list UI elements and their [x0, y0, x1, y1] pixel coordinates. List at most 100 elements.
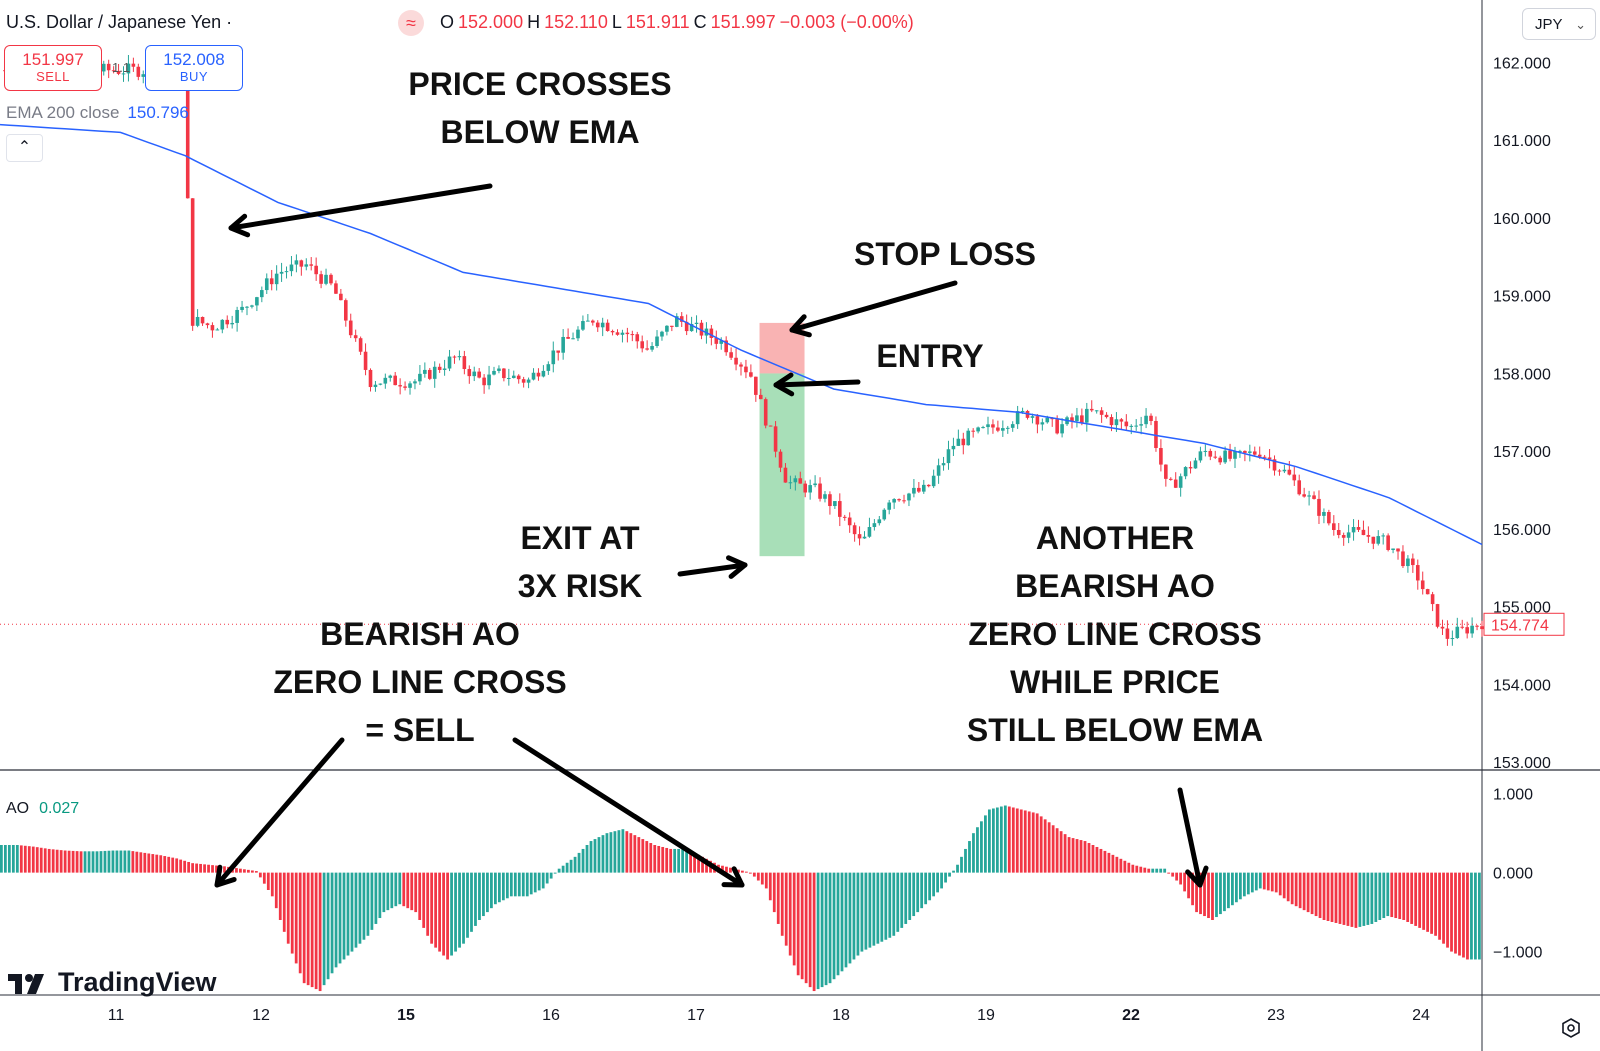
candle-body: [1075, 415, 1079, 422]
ao-bar: [609, 832, 613, 873]
candle-body: [912, 487, 916, 494]
ao-bar: [442, 872, 445, 956]
currency-selector[interactable]: JPY ⌄: [1522, 8, 1596, 40]
candle-body: [546, 364, 551, 371]
time-tick-label: 17: [687, 1007, 705, 1024]
candle-body: [329, 274, 333, 284]
tradingview-logo[interactable]: TradingView: [8, 967, 217, 998]
candle-body: [1080, 415, 1084, 423]
ao-bar: [107, 850, 111, 873]
settings-icon[interactable]: [1560, 1017, 1582, 1039]
ao-bar: [1099, 848, 1103, 873]
ao-bar: [1318, 872, 1322, 919]
ao-bar: [123, 850, 127, 873]
ao-bar: [669, 848, 673, 873]
spread-value: 1.1: [112, 60, 131, 75]
ao-bar: [454, 872, 457, 952]
ao-bar: [282, 872, 286, 932]
ao-bar: [274, 872, 278, 909]
candle-body: [966, 430, 971, 446]
ao-bar: [143, 852, 147, 873]
candle-body: [808, 485, 812, 493]
candle-body: [1312, 495, 1316, 499]
ao-bar: [613, 831, 617, 873]
ao-bar: [1119, 858, 1123, 873]
ao-bar: [167, 856, 171, 873]
ao-bar: [39, 847, 43, 873]
candle-body: [882, 509, 887, 520]
candle-body: [768, 425, 773, 427]
ao-bar: [677, 848, 681, 873]
candle-body: [1332, 523, 1336, 531]
candle-body: [309, 264, 314, 266]
ao-bar: [820, 872, 824, 988]
candle-body: [724, 340, 728, 353]
candle-body: [220, 319, 225, 330]
ao-bar: [689, 850, 692, 873]
ema-legend[interactable]: EMA 200 close 150.796: [6, 103, 189, 123]
candle-body: [1208, 450, 1213, 457]
annotation-stop-loss: STOP LOSS: [854, 236, 1036, 272]
candle-body: [1361, 529, 1366, 536]
sell-button[interactable]: 151.997 SELL: [4, 45, 102, 91]
ao-bar: [1366, 872, 1370, 925]
candle-body: [640, 341, 644, 349]
ao-bar: [446, 872, 449, 960]
candle-body: [976, 427, 980, 432]
candle-body: [1465, 627, 1469, 634]
ao-bar: [330, 872, 334, 974]
candle-body: [141, 74, 146, 77]
ao-bar: [1227, 872, 1230, 909]
ao-bar: [378, 872, 382, 919]
annotation-entry: ENTRY: [876, 338, 984, 374]
candle-body: [1035, 416, 1040, 425]
ao-bar: [1051, 825, 1055, 873]
ema-value: 150.796: [127, 103, 189, 122]
ao-bar: [1410, 872, 1414, 924]
ao-bar: [59, 850, 63, 873]
collapse-legend-button[interactable]: ⌃: [6, 134, 43, 162]
ao-bar: [1306, 872, 1310, 913]
ao-bar: [1250, 872, 1254, 893]
candle-body: [1282, 469, 1287, 472]
time-tick-label: 24: [1412, 1007, 1430, 1024]
ao-bar: [1362, 872, 1366, 926]
candle-body: [1381, 535, 1385, 537]
ao-bar: [1015, 808, 1019, 873]
ao-bar: [1211, 872, 1214, 920]
buy-button[interactable]: 152.008 BUY: [145, 45, 243, 91]
candle-body: [635, 334, 640, 342]
annotation-line: EXIT AT: [520, 520, 640, 556]
arrow-ao-cross-left: [214, 737, 345, 888]
candle-body: [818, 483, 822, 499]
ao-bar: [1326, 872, 1330, 921]
candle-body: [437, 366, 442, 370]
ema-label: EMA 200 close: [6, 103, 120, 122]
ao-bar: [1462, 872, 1465, 958]
annotation-exit: EXIT AT 3X RISK: [505, 514, 655, 610]
ao-bar: [243, 869, 246, 873]
candle-body: [1356, 527, 1361, 530]
ao-bar: [557, 868, 561, 873]
time-tick-label: 12: [252, 1007, 270, 1024]
ao-bar: [147, 853, 151, 873]
ao-bar: [653, 845, 657, 873]
ao-bar: [1430, 872, 1433, 934]
candle-body: [1149, 415, 1153, 421]
candle-body: [116, 70, 121, 74]
ao-bar: [1107, 852, 1111, 873]
candle-body: [1099, 410, 1104, 415]
ao-bar: [1019, 809, 1023, 873]
ao-bar: [924, 872, 928, 905]
ao-bar: [796, 872, 800, 976]
ao-bar: [625, 831, 629, 873]
ao-legend[interactable]: AO 0.027: [6, 800, 79, 818]
ao-bar: [115, 850, 119, 873]
candle-body: [1391, 548, 1395, 550]
ao-bar: [1131, 864, 1135, 873]
symbol-title[interactable]: U.S. Dollar / Japanese Yen ·: [6, 12, 233, 32]
ao-bar: [139, 852, 143, 873]
ao-bar: [569, 859, 573, 873]
ao-bar: [916, 872, 920, 913]
